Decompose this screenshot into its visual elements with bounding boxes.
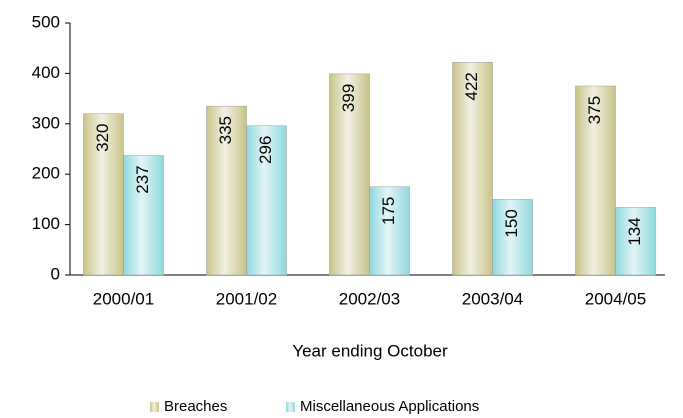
legend-swatch [150, 402, 159, 412]
x-axis-label: Year ending October [292, 341, 448, 360]
bar [329, 73, 370, 276]
legend-swatch [286, 402, 295, 412]
value-label: 296 [256, 136, 275, 164]
y-tick-label: 300 [32, 113, 60, 132]
value-label: 399 [339, 84, 358, 112]
y-tick-label: 0 [51, 264, 60, 283]
x-tick-label: 2001/02 [216, 289, 277, 308]
bar [123, 155, 164, 276]
x-tick-label: 2003/04 [462, 289, 523, 308]
bar [615, 207, 656, 276]
y-tick-label: 500 [32, 12, 60, 31]
y-tick-label: 200 [32, 164, 60, 183]
value-label: 175 [379, 197, 398, 225]
bar [246, 125, 287, 276]
x-tick-label: 2000/01 [93, 289, 154, 308]
bar [452, 62, 493, 276]
x-tick-label: 2004/05 [585, 289, 646, 308]
value-label: 134 [625, 217, 644, 245]
legend-label: Breaches [164, 398, 227, 415]
y-tick-label: 100 [32, 214, 60, 233]
legend-label: Miscellaneous Applications [300, 398, 479, 415]
bar [83, 113, 124, 276]
x-tick-label: 2002/03 [339, 289, 400, 308]
value-label: 375 [585, 96, 604, 124]
value-label: 335 [216, 116, 235, 144]
value-label: 320 [93, 124, 112, 152]
bar [492, 199, 533, 276]
value-label: 237 [133, 165, 152, 193]
value-label: 150 [502, 209, 521, 237]
y-tick-label: 400 [32, 63, 60, 82]
bar [206, 105, 247, 276]
bar [575, 85, 616, 276]
bar [369, 186, 410, 276]
value-label: 422 [462, 72, 481, 100]
